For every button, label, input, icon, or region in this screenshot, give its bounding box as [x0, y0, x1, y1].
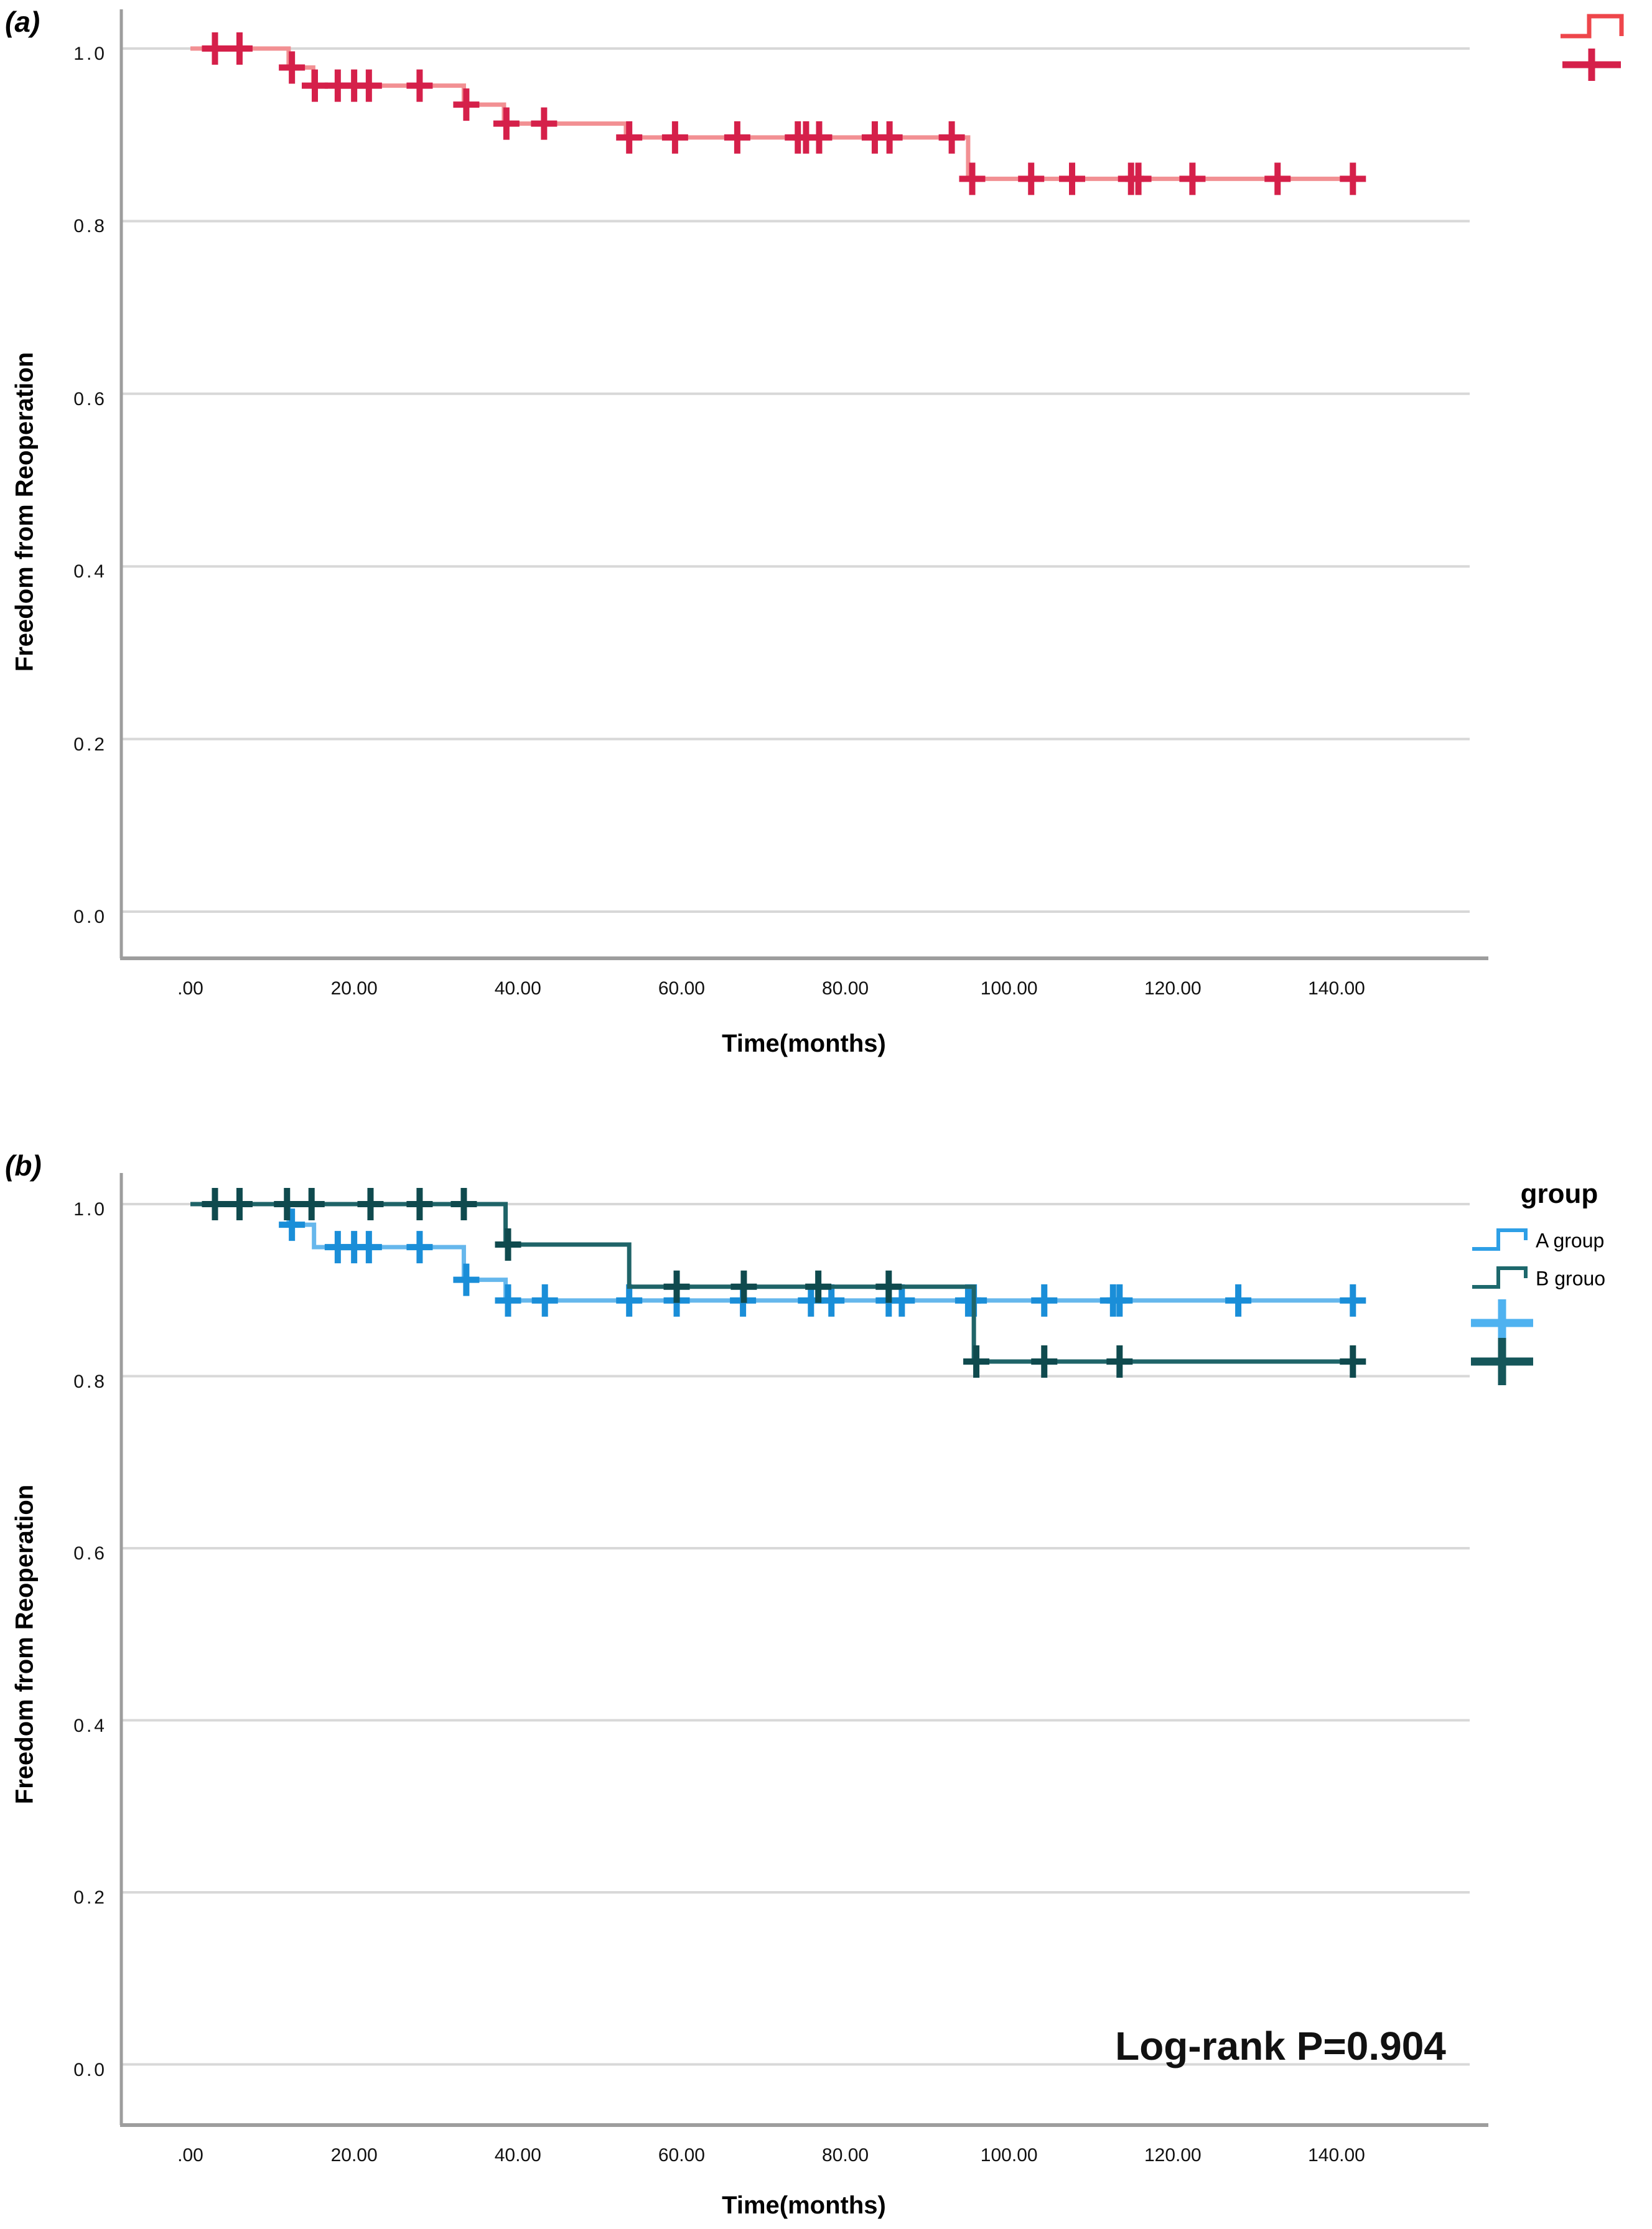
- panel-b-ytick-0.4: 0.4: [73, 1715, 107, 1736]
- panel-b-label: (b): [5, 1149, 42, 1182]
- panel-a-xtick-.00: .00: [177, 978, 203, 999]
- panel-a-ytick-0.0: 0.0: [73, 907, 107, 927]
- panel-b-xtick-.00: .00: [177, 2145, 203, 2166]
- panel-a-xtick-100.00: 100.00: [980, 978, 1038, 999]
- series-B-grouo: [190, 1188, 1366, 1378]
- panel-b-xtick-140.00: 140.00: [1308, 2145, 1365, 2166]
- panel-a-ytick-0.2: 0.2: [73, 734, 107, 755]
- panel-a-xtick-40.00: 40.00: [494, 978, 541, 999]
- panel-a-xtick-20.00: 20.00: [330, 978, 378, 999]
- panel-b-ytick-0.8: 0.8: [73, 1371, 107, 1392]
- panel-b-xtick-100.00: 100.00: [980, 2145, 1038, 2166]
- legend-label-a-group: A group: [1536, 1229, 1605, 1252]
- panel-b-y-axis-title: Freedom from Reoperation: [11, 1484, 39, 1805]
- panel-a-xtick-140.00: 140.00: [1308, 978, 1365, 999]
- legend-label-b-group: B grouo: [1536, 1267, 1606, 1290]
- panel-b-xtick-120.00: 120.00: [1144, 2145, 1202, 2166]
- panel-a-ytick-0.8: 0.8: [73, 216, 107, 237]
- panel-a: [119, 9, 1624, 960]
- panel-b-xtick-20.00: 20.00: [330, 2145, 378, 2166]
- series-A-group: [190, 1202, 1366, 1317]
- panel-a-xtick-80.00: 80.00: [822, 978, 869, 999]
- panel-b: [119, 1173, 1533, 2127]
- panel-b-ytick-1.0: 1.0: [73, 1199, 107, 1220]
- panel-a-label: (a): [5, 6, 40, 38]
- panel-a-xtick-120.00: 120.00: [1144, 978, 1202, 999]
- panel-b-xtick-60.00: 60.00: [658, 2145, 705, 2166]
- panel-a-ytick-0.6: 0.6: [73, 388, 107, 409]
- log-rank-annotation: Log-rank P=0.904: [1115, 2024, 1446, 2068]
- panel-b-legend: [1471, 1228, 1533, 1385]
- panel-a-x-axis-title: Time(months): [722, 1030, 886, 1057]
- panel-b-x-axis-title: Time(months): [722, 2192, 886, 2219]
- panel-b-xtick-80.00: 80.00: [822, 2145, 869, 2166]
- survival-step-line: [190, 1202, 1361, 1364]
- panel-b-ytick-0.0: 0.0: [73, 2059, 107, 2080]
- series-overall: [190, 32, 1366, 195]
- panel-a-xtick-60.00: 60.00: [658, 978, 705, 999]
- panel-a-y-axis-title: Freedom from Reoperation: [11, 352, 39, 672]
- panel-b-xtick-40.00: 40.00: [494, 2145, 541, 2166]
- legend-title: group: [1520, 1179, 1598, 1209]
- panel-a-ytick-1.0: 1.0: [73, 44, 107, 64]
- panel-a-ytick-0.4: 0.4: [73, 561, 107, 582]
- panel-a-legend: [1561, 14, 1624, 81]
- panel-b-ytick-0.6: 0.6: [73, 1543, 107, 1564]
- survival-step-line: [190, 46, 1361, 181]
- panel-b-ytick-0.2: 0.2: [73, 1887, 107, 1908]
